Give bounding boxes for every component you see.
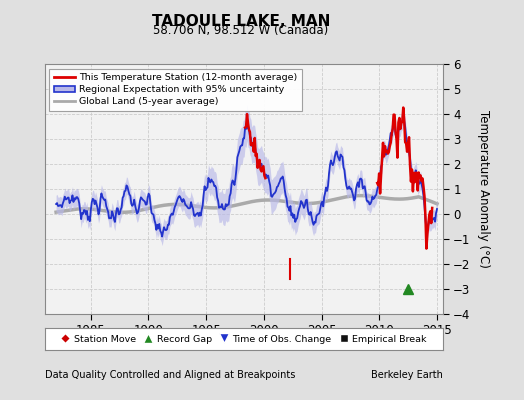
Text: 58.706 N, 98.512 W (Canada): 58.706 N, 98.512 W (Canada) [154,24,329,37]
Text: Berkeley Earth: Berkeley Earth [371,370,443,380]
Legend: Station Move, Record Gap, Time of Obs. Change, Empirical Break: Station Move, Record Gap, Time of Obs. C… [59,333,429,345]
Y-axis label: Temperature Anomaly (°C): Temperature Anomaly (°C) [477,110,490,268]
Text: TADOULE LAKE, MAN: TADOULE LAKE, MAN [152,14,330,29]
Legend: This Temperature Station (12-month average), Regional Expectation with 95% uncer: This Temperature Station (12-month avera… [49,69,302,111]
Text: Data Quality Controlled and Aligned at Breakpoints: Data Quality Controlled and Aligned at B… [45,370,295,380]
